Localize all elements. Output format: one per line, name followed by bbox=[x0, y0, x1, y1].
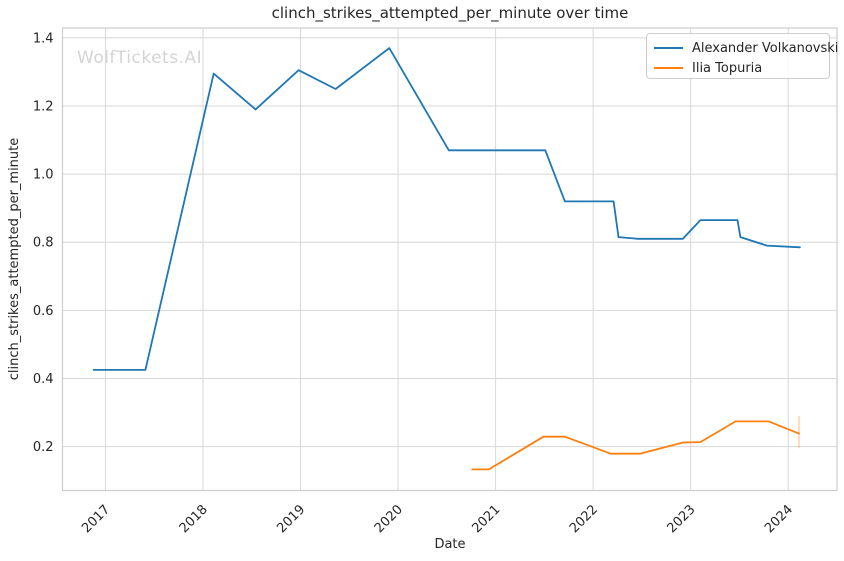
x-tick-label: 2021 bbox=[469, 502, 503, 536]
series-line bbox=[92, 47, 801, 371]
legend-line-swatch bbox=[654, 67, 683, 69]
x-tick-label: 2019 bbox=[274, 502, 308, 536]
series-lines bbox=[92, 47, 801, 471]
legend-label: Ilia Topuria bbox=[692, 60, 763, 76]
legend-label: Alexander Volkanovski bbox=[692, 40, 839, 56]
plot-border bbox=[61, 27, 838, 492]
y-tick-label: 0.4 bbox=[33, 372, 54, 387]
gridlines bbox=[62, 28, 837, 491]
y-axis-label: clinch_strikes_attempted_per_minute bbox=[7, 138, 22, 381]
y-tick-label: 1.4 bbox=[33, 31, 54, 46]
x-tick-labels: 2017 2018 2019 2020 2021 2022 2023 2024 bbox=[79, 502, 796, 536]
x-axis-label: Date bbox=[434, 537, 465, 552]
legend-item: Alexander Volkanovski bbox=[654, 38, 838, 58]
series-line bbox=[471, 420, 800, 471]
x-tick-label: 2018 bbox=[177, 502, 211, 536]
y-tick-label: 0.6 bbox=[33, 304, 54, 319]
y-tick-label: 0.2 bbox=[33, 440, 54, 455]
x-tick-label: 2017 bbox=[79, 502, 113, 536]
x-tick-label: 2020 bbox=[372, 502, 406, 536]
x-tick-label: 2024 bbox=[762, 502, 796, 536]
y-tick-label: 0.8 bbox=[33, 236, 54, 251]
chart-title: clinch_strikes_attempted_per_minute over… bbox=[272, 4, 629, 23]
y-tick-label: 1.2 bbox=[33, 99, 54, 114]
watermark: WolfTickets.AI bbox=[77, 48, 202, 68]
legend-line-swatch bbox=[654, 47, 683, 49]
legend-item: Ilia Topuria bbox=[654, 58, 823, 78]
y-tick-label: 1.0 bbox=[33, 168, 54, 183]
legend: Alexander Volkanovski Ilia Topuria bbox=[646, 33, 838, 79]
x-tick-label: 2022 bbox=[567, 502, 601, 536]
y-tick-labels: 0.2 0.4 0.6 0.8 1.0 1.2 1.4 bbox=[33, 31, 54, 455]
x-tick-label: 2023 bbox=[665, 502, 699, 536]
